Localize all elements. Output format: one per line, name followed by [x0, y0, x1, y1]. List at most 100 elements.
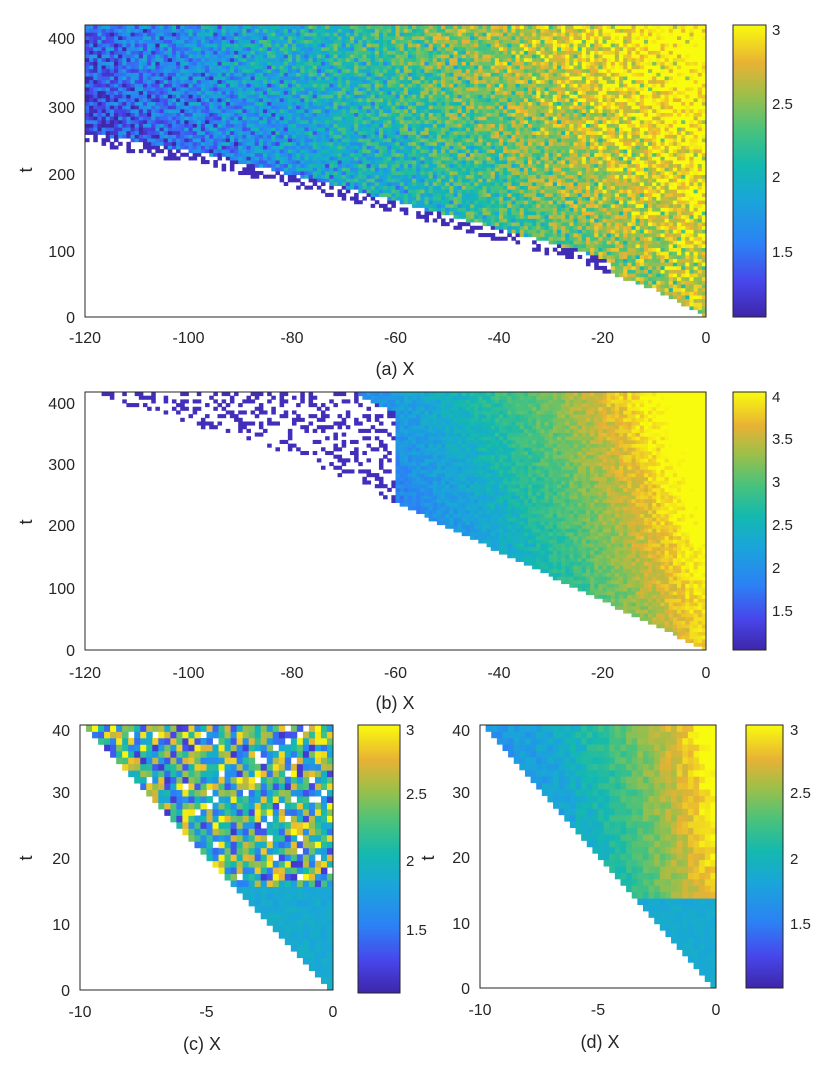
heatmap-cell	[225, 72, 231, 77]
heatmap-cell	[358, 189, 363, 194]
heatmap-cell	[470, 28, 475, 33]
heatmap-cell	[523, 134, 529, 139]
heatmap-cell	[341, 174, 347, 179]
heatmap-cell	[519, 156, 525, 161]
heatmap-cell	[213, 116, 218, 121]
heatmap-cell	[250, 94, 256, 99]
heatmap-cell	[424, 98, 430, 103]
heatmap-cell	[180, 152, 185, 157]
heatmap-cell	[167, 90, 173, 95]
heatmap-cell	[441, 50, 446, 55]
heatmap-cell	[449, 72, 454, 77]
heatmap-cell	[341, 152, 347, 157]
heatmap-cell	[428, 189, 434, 194]
heatmap-cell	[200, 108, 206, 113]
heatmap-cell	[515, 72, 521, 77]
heatmap-cell	[544, 79, 550, 84]
heatmap-cell	[337, 105, 343, 110]
heatmap-cell	[436, 211, 442, 216]
heatmap-cell	[234, 134, 239, 139]
heatmap-cell	[188, 130, 194, 135]
heatmap-cell	[217, 149, 223, 154]
heatmap-cell	[229, 145, 235, 150]
heatmap-cell	[97, 94, 102, 99]
heatmap-cell	[527, 207, 533, 212]
heatmap-cell	[370, 130, 376, 135]
heatmap-cell	[345, 119, 351, 124]
heatmap-cell	[499, 178, 504, 183]
heatmap-cell	[329, 39, 334, 44]
heatmap-cell	[167, 79, 173, 84]
heatmap-cell	[482, 160, 487, 165]
heatmap-cell	[138, 76, 144, 81]
heatmap-cell	[391, 68, 396, 73]
heatmap-cell	[213, 134, 218, 139]
heatmap-cell	[407, 25, 413, 30]
heatmap-cell	[470, 160, 475, 165]
heatmap-cell	[436, 50, 442, 55]
heatmap-cell	[209, 54, 214, 59]
heatmap-cell	[391, 94, 396, 99]
heatmap-cell	[441, 127, 446, 132]
heatmap-cell	[474, 50, 479, 55]
heatmap-cell	[200, 116, 206, 121]
heatmap-cell	[540, 185, 545, 190]
heatmap-cell	[234, 46, 239, 51]
heatmap-cell	[109, 130, 115, 135]
heatmap-cell	[532, 130, 537, 135]
heatmap-cell	[159, 35, 165, 40]
heatmap-cell	[503, 222, 508, 227]
heatmap-cell	[470, 32, 475, 37]
heatmap-cell	[287, 152, 293, 157]
heatmap-cell	[412, 43, 417, 48]
heatmap-cell	[192, 101, 198, 106]
heatmap-cell	[449, 160, 454, 165]
heatmap-cell	[167, 123, 173, 128]
heatmap-cell	[333, 72, 338, 77]
heatmap-cell	[345, 130, 351, 135]
heatmap-cell	[420, 181, 425, 186]
heatmap-cell	[101, 101, 107, 106]
heatmap-cell	[229, 101, 235, 106]
heatmap-cell	[387, 160, 392, 165]
heatmap-cell	[242, 28, 247, 33]
heatmap-cell	[532, 247, 537, 252]
heatmap-cell	[93, 123, 98, 128]
heatmap-cell	[320, 141, 326, 146]
heatmap-cell	[536, 236, 541, 241]
heatmap-cell	[507, 112, 512, 117]
heatmap-cell	[316, 83, 322, 88]
heatmap-cell	[213, 101, 218, 106]
heatmap-cell	[453, 68, 458, 73]
heatmap-cell	[374, 130, 380, 135]
heatmap-cell	[507, 108, 512, 113]
heatmap-cell	[532, 119, 537, 124]
heatmap-cell	[325, 152, 330, 157]
heatmap-cell	[449, 76, 454, 81]
heatmap-cell	[457, 54, 463, 59]
heatmap-cell	[544, 171, 550, 176]
heatmap-cell	[130, 76, 136, 81]
heatmap-cell	[316, 46, 322, 51]
heatmap-cell	[366, 112, 372, 117]
heatmap-cell	[192, 156, 198, 161]
heatmap-cell	[122, 98, 127, 103]
heatmap-cell	[258, 108, 264, 113]
heatmap-cell	[416, 98, 421, 103]
heatmap-cell	[155, 123, 160, 128]
heatmap-cell	[482, 28, 487, 33]
heatmap-cell	[378, 28, 384, 33]
heatmap-cell	[436, 145, 442, 150]
heatmap-cell	[142, 94, 148, 99]
heatmap-cell	[449, 127, 454, 132]
heatmap-cell	[258, 98, 264, 103]
heatmap-cell	[519, 43, 525, 48]
heatmap-cell	[93, 54, 98, 59]
heatmap-cell	[441, 35, 446, 40]
heatmap-cell	[246, 163, 251, 168]
heatmap-cell	[229, 105, 235, 110]
heatmap-cell	[486, 207, 492, 212]
heatmap-cell	[304, 130, 309, 135]
heatmap-cell	[490, 46, 496, 51]
heatmap-cell	[176, 145, 181, 150]
